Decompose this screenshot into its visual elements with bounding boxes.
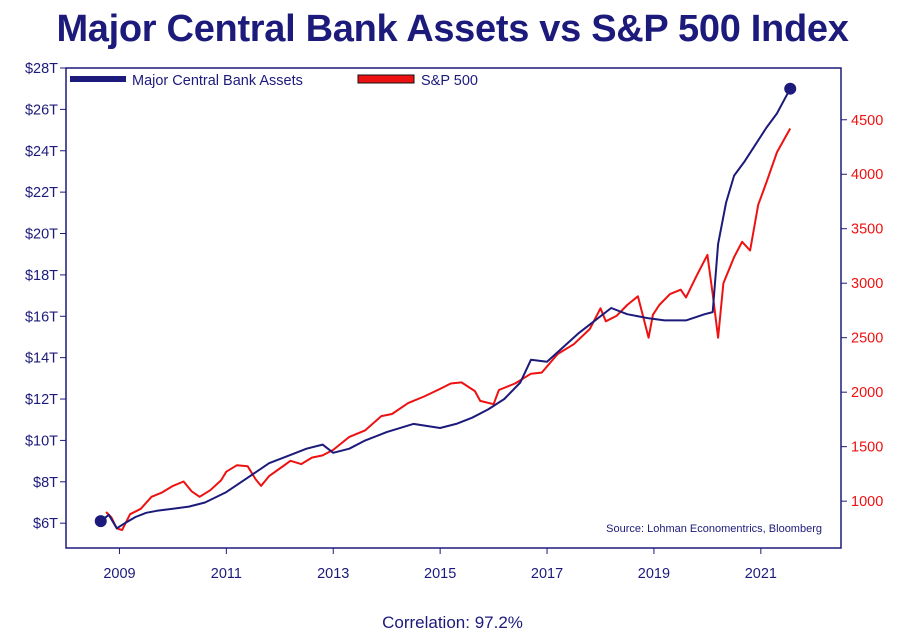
y-left-tick-label: $14T: [25, 351, 58, 367]
y-right-tick-label: 4500: [851, 113, 883, 129]
y-left-tick-label: $10T: [25, 433, 58, 449]
axis-ticks: $6T $8T $10T $12T $14T $16T $18T $20T $22T $24T $2…: [25, 61, 883, 582]
y-left-tick-label: $12T: [25, 392, 58, 408]
legend-label-sp500: S&P 500: [421, 73, 478, 89]
y-right-tick-label: 3000: [851, 276, 883, 292]
y-right-tick-label: 4000: [851, 167, 883, 183]
y-right-tick-label: 1000: [851, 494, 883, 510]
start-marker: [94, 515, 107, 528]
plot-frame: [65, 67, 842, 549]
y-left-tick-label: $16T: [25, 309, 58, 325]
series-layer: [94, 82, 797, 531]
x-tick-label: 2015: [424, 566, 456, 582]
legend-label-assets: Major Central Bank Assets: [132, 73, 303, 89]
x-tick-label: 2009: [103, 566, 135, 582]
end-marker: [784, 82, 797, 95]
x-tick-label: 2019: [638, 566, 670, 582]
y-left-tick-label: $6T: [33, 516, 58, 532]
y-left-tick-label: $28T: [25, 61, 58, 77]
legend: Major Central Bank Assets S&P 500: [70, 73, 478, 89]
x-tick-label: 2013: [317, 566, 349, 582]
x-tick-label: 2017: [531, 566, 563, 582]
legend-swatch-sp500: [357, 74, 415, 84]
y-left-tick-label: $18T: [25, 268, 58, 284]
y-right-tick-label: 2500: [851, 331, 883, 347]
y-left-tick-label: $20T: [25, 227, 58, 243]
y-left-tick-label: $8T: [33, 475, 58, 491]
chart-title: Major Central Bank Assets vs S&P 500 Ind…: [56, 8, 849, 50]
y-left-tick-label: $24T: [25, 144, 58, 160]
y-right-tick-label: 1500: [851, 440, 883, 456]
y-right-tick-label: 2000: [851, 385, 883, 401]
correlation-note: Correlation: 97.2%: [382, 613, 523, 632]
series-line-sp500: [105, 128, 792, 531]
y-right-tick-label: 3500: [851, 222, 883, 238]
y-left-tick-label: $26T: [25, 102, 58, 118]
x-tick-label: 2011: [211, 566, 242, 582]
x-tick-label: 2021: [745, 566, 777, 582]
source-note: Source: Lohman Economentrics, Bloomberg: [606, 523, 822, 535]
y-left-tick-label: $22T: [25, 185, 58, 201]
series-line-assets: [100, 88, 792, 530]
